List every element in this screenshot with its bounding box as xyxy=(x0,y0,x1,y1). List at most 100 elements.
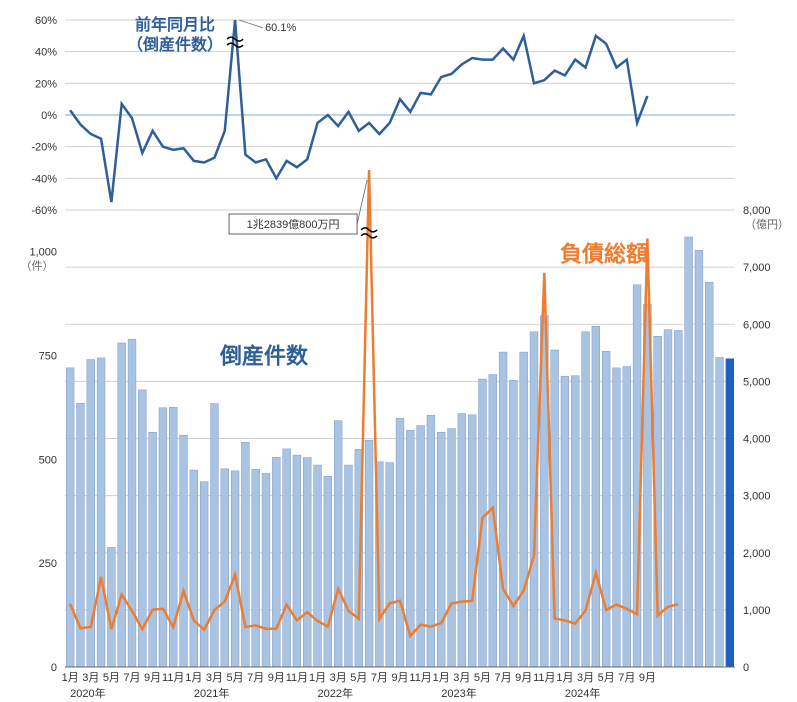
x-month: 9月 xyxy=(391,672,408,684)
left-unit: （件） xyxy=(21,260,54,273)
bar xyxy=(314,465,322,667)
x-month: 11月 xyxy=(409,672,431,684)
x-month: 5月 xyxy=(103,672,120,684)
bar xyxy=(293,455,301,667)
bars-legend: 倒産件数 xyxy=(219,344,309,369)
right-ytick: 4,000 xyxy=(743,434,771,446)
bar xyxy=(324,476,332,667)
x-year: 2023年 xyxy=(441,686,476,700)
right-ytick: 7,000 xyxy=(743,262,771,274)
bar xyxy=(509,380,517,667)
bar xyxy=(602,351,610,667)
x-month: 3月 xyxy=(330,672,347,684)
upper-ytick: 20% xyxy=(35,78,57,90)
bar xyxy=(664,330,672,667)
x-month: 3月 xyxy=(82,672,99,684)
x-month: 11月 xyxy=(286,672,308,684)
right-ytick: 0 xyxy=(743,662,749,674)
bar xyxy=(345,465,353,667)
x-year: 2022年 xyxy=(318,686,353,700)
bar xyxy=(695,250,703,667)
bar xyxy=(613,368,621,667)
right-ytick: 6,000 xyxy=(743,319,771,331)
x-month: 1月 xyxy=(433,672,450,684)
x-month: 7月 xyxy=(371,672,388,684)
bar xyxy=(159,408,167,667)
bar xyxy=(221,469,229,667)
upper-ytick: -60% xyxy=(31,205,57,217)
bar xyxy=(66,368,74,667)
bar xyxy=(561,376,569,667)
bar xyxy=(252,469,260,667)
bar xyxy=(211,404,219,667)
break-mark-debt xyxy=(361,228,377,238)
bar xyxy=(200,482,208,667)
right-ytick: 5,000 xyxy=(743,376,771,388)
x-month: 3月 xyxy=(453,672,470,684)
bar xyxy=(241,442,249,667)
bar-current xyxy=(726,359,734,667)
bar xyxy=(97,358,105,667)
bar xyxy=(520,352,528,667)
debt-legend: 負債総額 xyxy=(560,241,648,266)
x-month: 5月 xyxy=(227,672,244,684)
debt-peak-label: 1兆2839億800万円 xyxy=(247,218,340,231)
x-month: 7月 xyxy=(618,672,635,684)
right-ytick: 3,000 xyxy=(743,491,771,503)
x-month: 1月 xyxy=(62,672,79,684)
bar xyxy=(582,332,590,667)
bar xyxy=(303,458,311,667)
left-ytick: 250 xyxy=(39,558,57,570)
right-unit: （億円） xyxy=(745,218,789,231)
break-mark-yoy xyxy=(227,37,243,47)
bar xyxy=(499,352,507,667)
x-month: 9月 xyxy=(268,672,285,684)
bar xyxy=(386,463,394,667)
bar xyxy=(468,415,476,667)
bar xyxy=(283,449,291,667)
bar xyxy=(365,440,373,667)
bar xyxy=(448,429,456,667)
bar xyxy=(334,421,342,667)
yoy-legend: 前年同月比 xyxy=(135,15,215,34)
x-month: 11月 xyxy=(162,672,184,684)
bar xyxy=(427,415,435,667)
bar xyxy=(716,357,724,667)
x-year: 2021年 xyxy=(194,686,229,700)
x-month: 7月 xyxy=(123,672,140,684)
x-month: 7月 xyxy=(495,672,512,684)
right-ytick: 1,000 xyxy=(743,605,771,617)
bar xyxy=(149,432,157,667)
right-ytick: 8,000 xyxy=(743,205,771,217)
bar xyxy=(396,418,404,667)
x-month: 1月 xyxy=(556,672,573,684)
bar xyxy=(705,282,713,667)
left-ytick: 1,000 xyxy=(29,247,57,259)
right-ytick: 2,000 xyxy=(743,548,771,560)
x-month: 3月 xyxy=(577,672,594,684)
left-ytick: 750 xyxy=(39,350,57,362)
x-month: 9月 xyxy=(515,672,532,684)
bar xyxy=(190,470,198,667)
bar xyxy=(262,473,270,667)
x-month: 3月 xyxy=(206,672,223,684)
bar xyxy=(685,237,693,667)
bar xyxy=(437,432,445,667)
yoy-legend-sub: （倒産件数） xyxy=(127,35,223,54)
x-month: 9月 xyxy=(144,672,161,684)
upper-ytick: 40% xyxy=(35,47,57,59)
left-ytick: 500 xyxy=(39,454,57,466)
bar xyxy=(118,343,126,667)
bar xyxy=(272,457,280,667)
bar xyxy=(231,471,239,667)
bar xyxy=(623,367,631,667)
x-month: 11月 xyxy=(533,672,555,684)
bar xyxy=(592,326,600,667)
x-month: 1月 xyxy=(309,672,326,684)
x-month: 5月 xyxy=(598,672,615,684)
x-month: 5月 xyxy=(474,672,491,684)
x-year: 2024年 xyxy=(565,686,600,700)
yoy-peak-label: 60.1% xyxy=(265,22,296,34)
upper-ytick: 60% xyxy=(35,15,57,27)
upper-ytick: -40% xyxy=(31,173,57,185)
